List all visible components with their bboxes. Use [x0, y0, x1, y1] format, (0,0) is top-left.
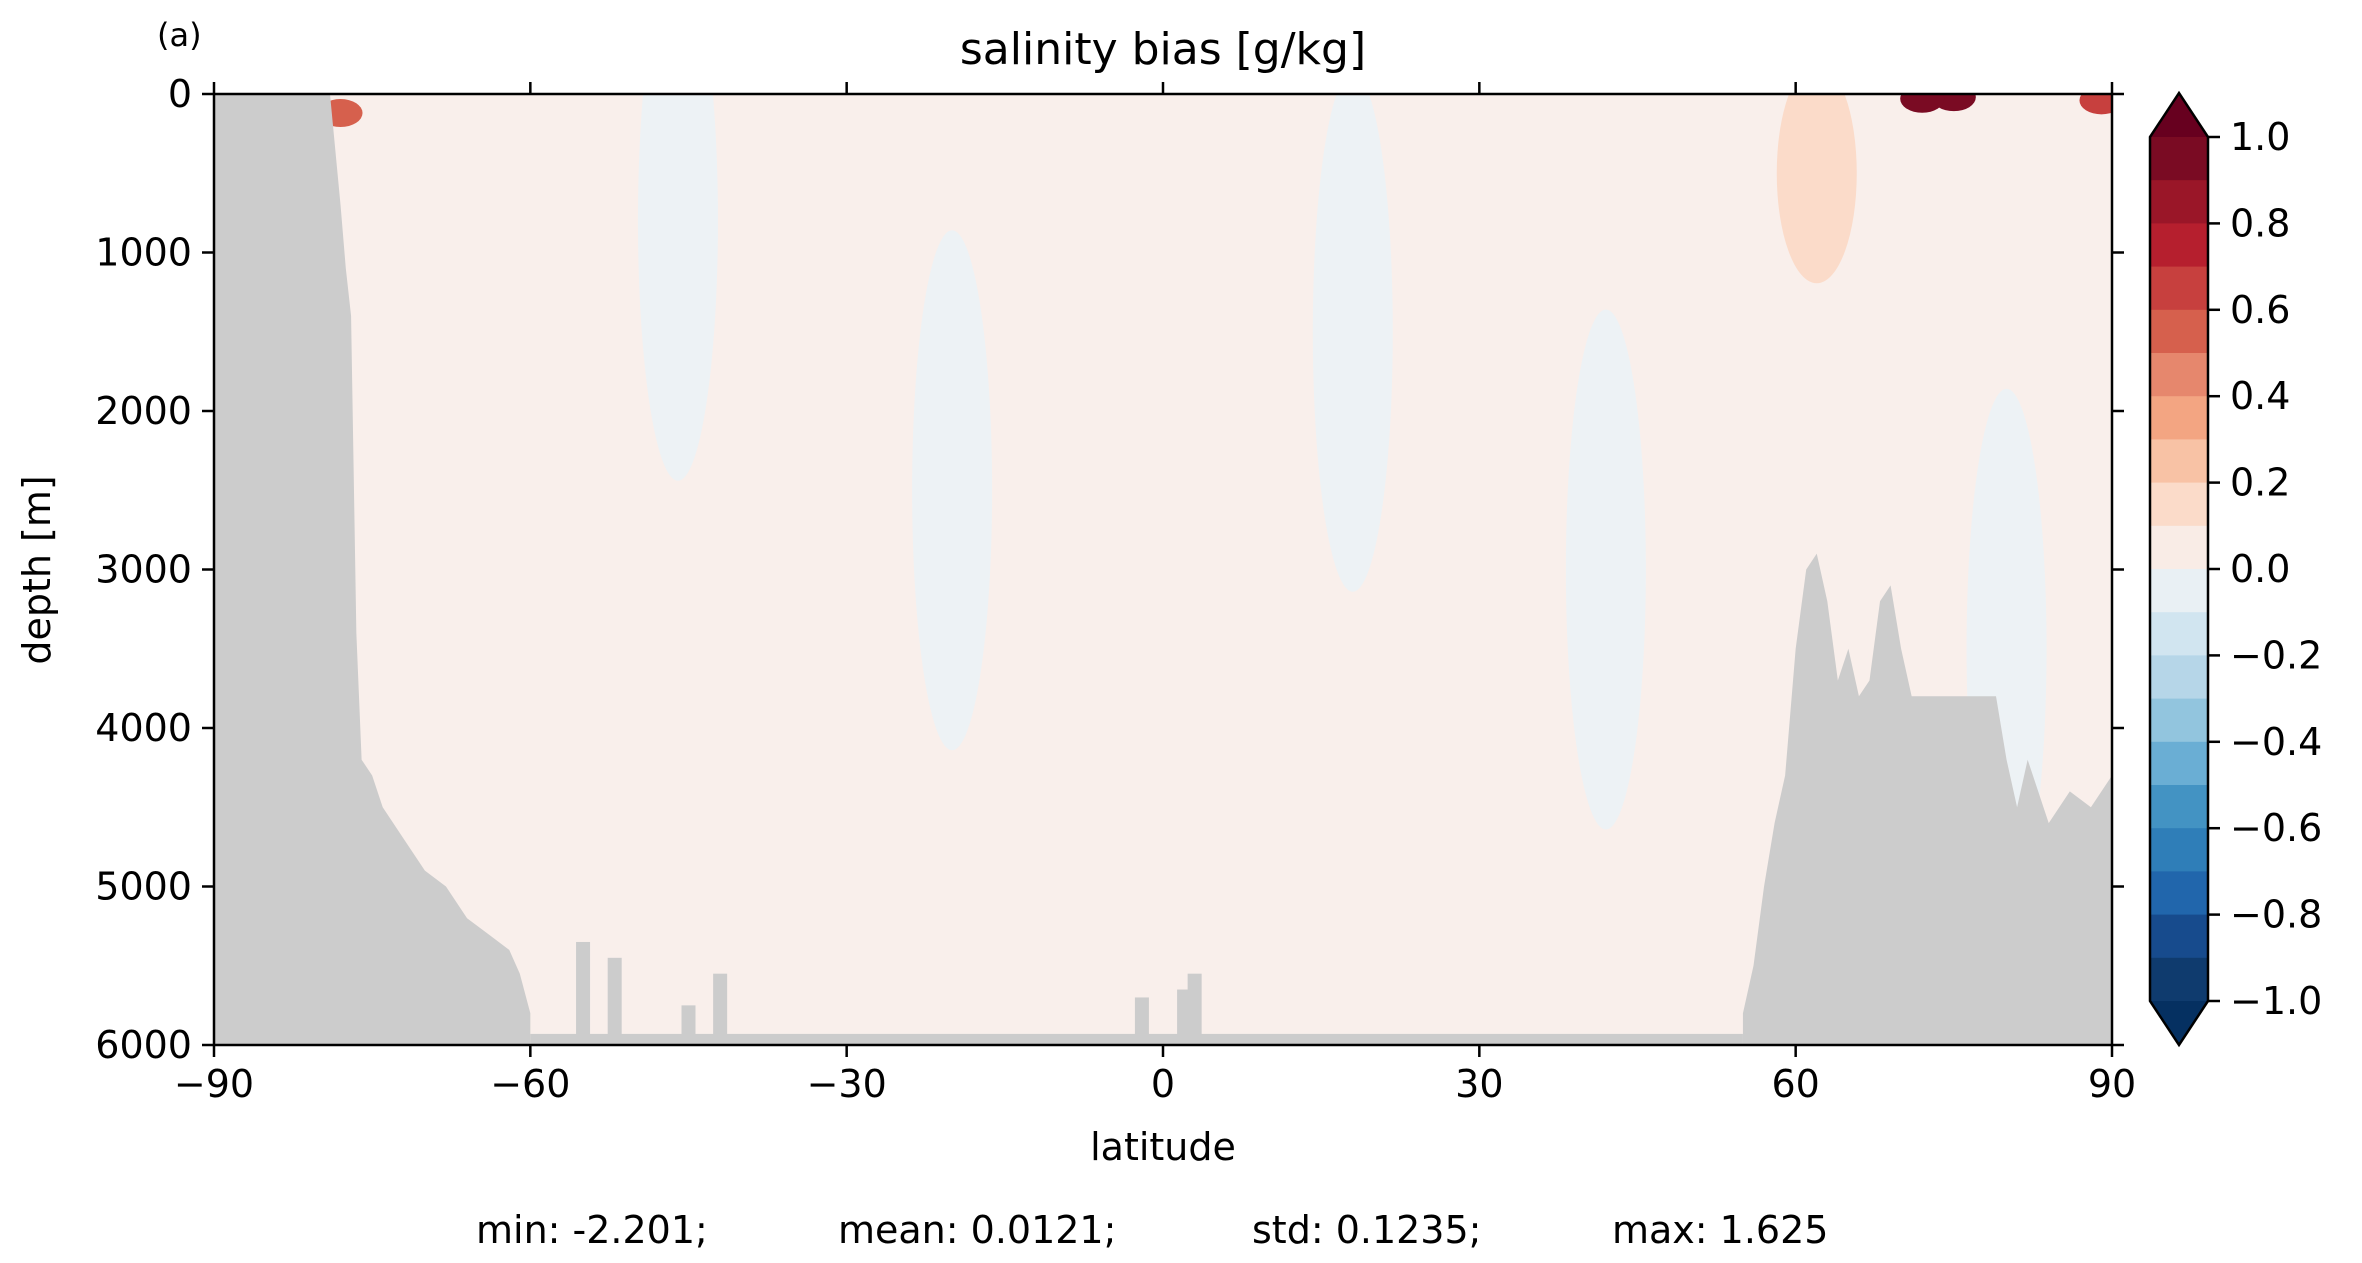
negative-bias-patch-0 — [637, 94, 718, 481]
colorbar-level-15 — [2150, 785, 2208, 829]
colorbar-level-14 — [2150, 741, 2208, 786]
x-axis: −90 −60 −30 0 30 60 90 — [174, 82, 2136, 1106]
seafloor-ridge-6 — [1187, 973, 1202, 1045]
colorbar-level-1 — [2150, 180, 2208, 224]
colorbar-level-18 — [2150, 914, 2208, 959]
plot-area — [214, 94, 2112, 1045]
colorbar-level-9 — [2150, 525, 2208, 570]
colorbar-level-0 — [2150, 137, 2208, 181]
stat-min: min: -2.201; — [476, 1208, 708, 1252]
x-tick-label-2: −30 — [807, 1062, 887, 1106]
y-tick-label-2: 2000 — [95, 389, 192, 433]
seafloor-ridge-4 — [1134, 997, 1149, 1045]
land-mask — [214, 94, 2112, 1045]
colorbar-tick-label-1: 0.8 — [2230, 201, 2290, 245]
colorbar-level-19 — [2150, 957, 2208, 1002]
southern-land — [214, 94, 531, 1045]
seafloor-ridge-3 — [713, 973, 728, 1045]
y-tick-label-5: 5000 — [95, 865, 192, 909]
northern-land — [1742, 553, 2112, 1045]
seafloor-ridge-1 — [607, 957, 622, 1045]
colorbar-level-3 — [2150, 266, 2208, 311]
colorbar-level-8 — [2150, 482, 2208, 527]
colorbar-tick-label-5: 0.0 — [2230, 547, 2290, 591]
colorbar-level-16 — [2150, 828, 2208, 872]
colorbar-tick-label-6: −0.2 — [2230, 633, 2322, 677]
x-tick-label-5: 60 — [1771, 1062, 1819, 1106]
colorbar-level-2 — [2150, 223, 2208, 268]
x-tick-label-6: 90 — [2088, 1062, 2136, 1106]
x-tick-label-3: 0 — [1151, 1062, 1175, 1106]
colorbar-tick-label-9: −0.8 — [2230, 893, 2322, 937]
positive-bias-patch-2 — [1900, 94, 1945, 113]
colorbar-level-17 — [2150, 871, 2208, 916]
y-tick-label-6: 6000 — [95, 1023, 192, 1067]
x-tick-label-0: −90 — [174, 1062, 254, 1106]
stat-max: max: 1.625 — [1612, 1208, 1828, 1252]
y-axis-label: depth [m] — [15, 475, 59, 664]
colorbar-level-7 — [2150, 439, 2208, 484]
x-tick-label-1: −60 — [490, 1062, 570, 1106]
negative-bias-patch-2 — [1312, 94, 1393, 592]
positive-bias-patch-4 — [1776, 94, 1857, 284]
colorbar-level-6 — [2150, 396, 2208, 440]
colorbar-level-5 — [2150, 353, 2208, 397]
seafloor-ridge-0 — [576, 941, 591, 1045]
negative-bias-patch-1 — [912, 230, 993, 751]
colorbar-tick-label-10: −1.0 — [2230, 979, 2322, 1023]
y-tick-label-4: 4000 — [95, 706, 192, 750]
y-axis: 0 1000 2000 3000 4000 5000 6000 — [95, 72, 2124, 1067]
colorbar-level-4 — [2150, 309, 2208, 354]
stat-mean: mean: 0.0121; — [838, 1208, 1116, 1252]
x-tick-label-4: 30 — [1455, 1062, 1503, 1106]
x-axis-label: latitude — [1090, 1125, 1236, 1169]
colorbar-level-12 — [2150, 655, 2208, 700]
y-tick-label-3: 3000 — [95, 548, 192, 592]
positive-bias-patch-3 — [2079, 94, 2112, 115]
seafloor-ridge-5 — [1177, 989, 1192, 1045]
colorbar-tick-label-0: 1.0 — [2230, 115, 2290, 159]
colorbar-level-13 — [2150, 698, 2208, 743]
colorbar-tick-label-7: −0.4 — [2230, 720, 2322, 764]
panel-label: (a) — [157, 16, 202, 54]
stats-line: min: -2.201; mean: 0.0121; std: 0.1235; … — [476, 1208, 1828, 1252]
colorbar-tick-label-4: 0.2 — [2230, 461, 2290, 505]
y-tick-label-0: 0 — [168, 72, 192, 116]
colorbar-extend-low — [2150, 1001, 2208, 1045]
colorbar-extend-high — [2150, 93, 2208, 137]
negative-bias-patch-3 — [1565, 309, 1646, 830]
colorbar: 1.0 0.8 0.6 0.4 0.2 0.0 −0.2 −0.4 −0.6 −0.8 −1.0 — [2148, 90, 2322, 1048]
colorbar-tick-label-8: −0.6 — [2230, 806, 2322, 850]
colorbar-tick-label-2: 0.6 — [2230, 288, 2290, 332]
stat-std: std: 0.1235; — [1252, 1208, 1481, 1252]
seafloor-ridge-2 — [681, 1005, 696, 1045]
colorbar-level-11 — [2150, 612, 2208, 656]
y-tick-label-1: 1000 — [95, 231, 192, 275]
chart-title: salinity bias [g/kg] — [960, 24, 1366, 75]
colorbar-level-10 — [2150, 569, 2208, 613]
colorbar-tick-label-3: 0.4 — [2230, 374, 2290, 418]
